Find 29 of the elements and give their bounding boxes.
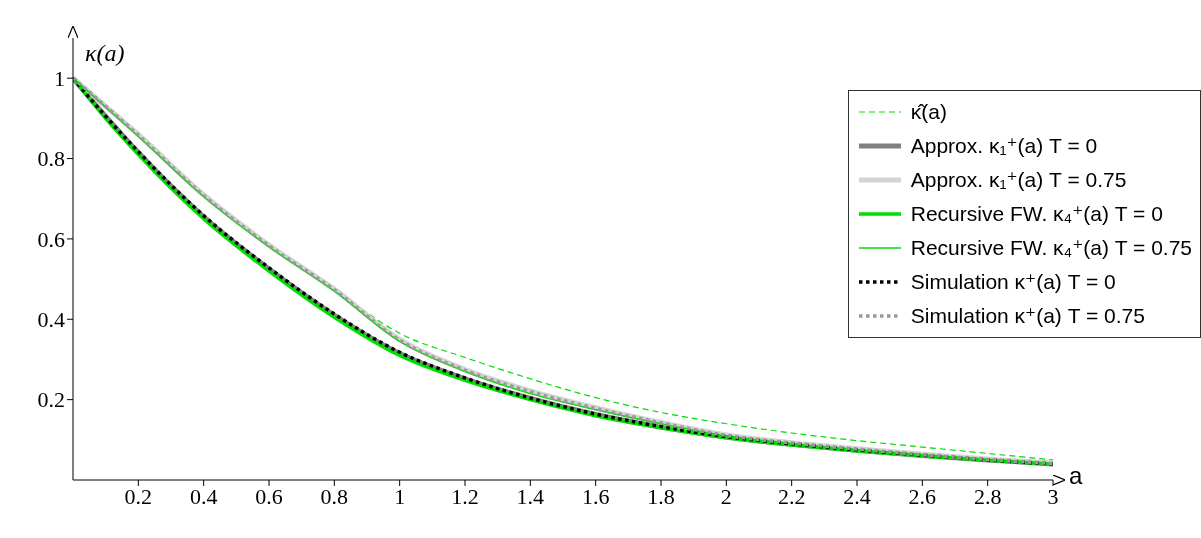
x-tick-label: 2.4 bbox=[843, 483, 871, 509]
x-tick-label: 1.6 bbox=[581, 483, 610, 509]
x-tick-label: 1.8 bbox=[647, 483, 675, 509]
x-tick-label: 2.2 bbox=[777, 483, 806, 509]
x-tick-label: 0.6 bbox=[255, 483, 283, 509]
legend-label: Simulation κ⁺(a) T = 0.75 bbox=[910, 303, 1145, 329]
x-tick-label: 1.4 bbox=[516, 483, 545, 509]
y-tick-label: 0.8 bbox=[37, 146, 65, 172]
x-tick-label: 2 bbox=[720, 483, 732, 509]
legend-label: Recursive FW. κ₄⁺(a) T = 0.75 bbox=[910, 235, 1192, 261]
x-tick-label: 2.6 bbox=[908, 483, 937, 509]
legend-label: Approx. κ₁⁺(a) T = 0 bbox=[910, 133, 1098, 159]
x-tick-label: 0.8 bbox=[320, 483, 349, 509]
x-tick-label: 2.8 bbox=[973, 483, 1002, 509]
x-tick-label: 0.2 bbox=[124, 483, 153, 509]
y-tick-label: 0.6 bbox=[37, 226, 65, 252]
y-axis-title: κ(a) bbox=[85, 40, 125, 67]
legend-label: Approx. κ₁⁺(a) T = 0.75 bbox=[910, 167, 1127, 193]
legend-label: Recursive FW. κ₄⁺(a) T = 0 bbox=[910, 201, 1163, 227]
x-tick-label: 0.4 bbox=[189, 483, 218, 509]
x-tick-label: 1 bbox=[394, 483, 406, 509]
legend-label: Simulation κ⁺(a) T = 0 bbox=[910, 269, 1116, 295]
y-tick-label: 0.2 bbox=[37, 387, 65, 413]
y-tick-label: 1 bbox=[54, 65, 65, 91]
legend-label: κ̂(a) bbox=[910, 99, 947, 125]
x-axis-title: a bbox=[1069, 462, 1083, 490]
x-tick-label: 1.2 bbox=[451, 483, 479, 509]
x-tick-label: 3 bbox=[1047, 483, 1059, 509]
y-tick-label: 0.4 bbox=[37, 307, 65, 333]
